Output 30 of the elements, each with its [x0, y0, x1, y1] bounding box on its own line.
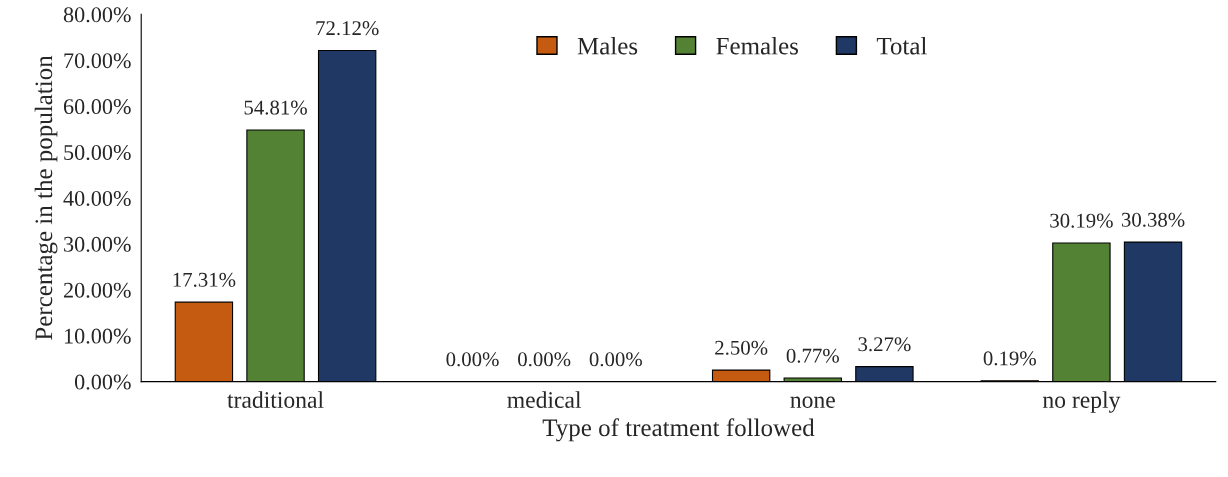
y-tick-label: 40.00%: [63, 190, 131, 206]
y-tick-label: 0.00%: [74, 374, 131, 390]
data-label: 30.19%: [1050, 213, 1113, 228]
data-label: 0.00%: [446, 352, 499, 367]
y-tick-label: 50.00%: [64, 144, 131, 161]
x-tick-label: traditional: [227, 391, 324, 408]
legend-label: Females: [716, 36, 798, 55]
y-axis-title: Percentage in the population: [34, 55, 58, 340]
legend-label: Total: [876, 36, 927, 55]
y-tick-label: 30.00%: [64, 236, 131, 252]
data-label: 72.12%: [316, 21, 379, 36]
y-tick-label: 80.00%: [63, 7, 131, 23]
data-label: 0.77%: [786, 348, 839, 363]
x-tick-label: none: [790, 396, 835, 408]
y-tick-label: 70.00%: [64, 53, 131, 69]
data-label: 0.19%: [983, 351, 1036, 366]
data-label: 0.00%: [589, 352, 642, 367]
y-tick-label: 60.00%: [63, 99, 131, 115]
data-label: 17.31%: [173, 272, 236, 287]
y-tick-label: 10.00%: [64, 328, 131, 344]
data-label: 2.50%: [715, 340, 768, 355]
x-tick-label: medical: [507, 391, 582, 408]
x-axis-title: Type of treatment followed: [542, 418, 815, 442]
data-label: 54.81%: [244, 100, 307, 115]
x-tick-label: no reply: [1042, 391, 1121, 413]
data-label: 30.38%: [1121, 212, 1185, 227]
data-label: 0.00%: [518, 352, 571, 367]
data-label: 3.27%: [858, 337, 911, 352]
y-tick-label: 20.00%: [63, 282, 131, 298]
legend-label: Males: [577, 36, 638, 55]
